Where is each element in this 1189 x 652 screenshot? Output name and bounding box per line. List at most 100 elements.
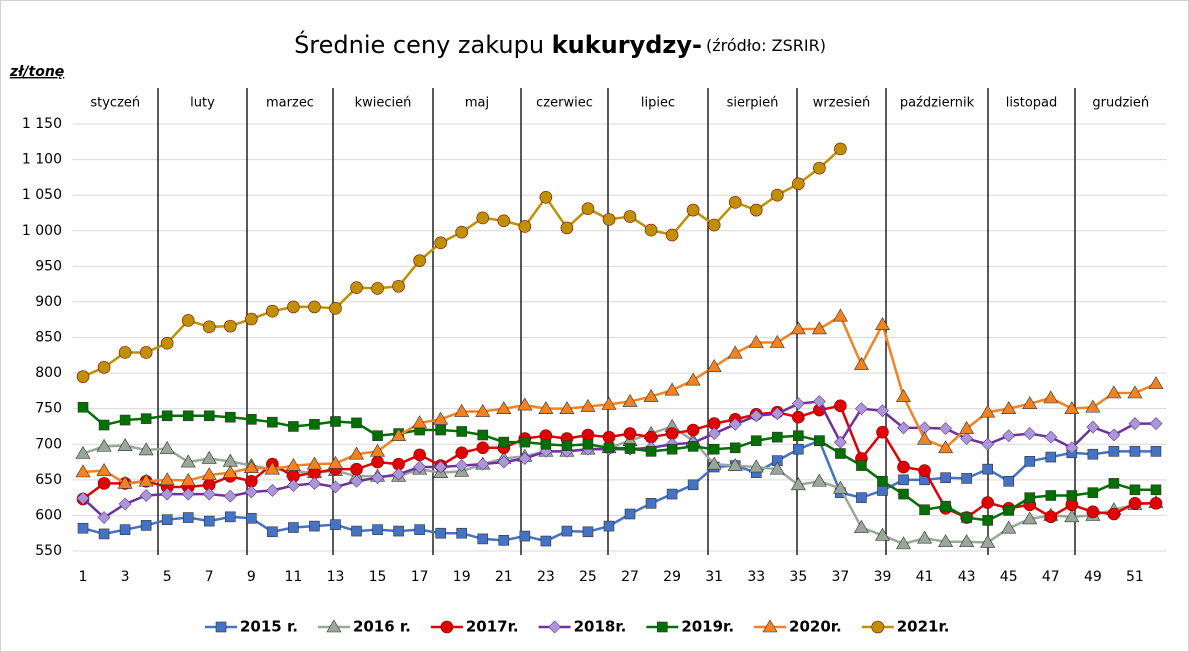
marker (476, 211, 490, 225)
marker (623, 210, 637, 223)
marker (1106, 385, 1122, 399)
marker (601, 396, 617, 410)
marker (918, 464, 931, 477)
marker (961, 473, 972, 484)
marker (792, 410, 805, 424)
marker (330, 416, 341, 427)
marker (434, 236, 447, 250)
x-tick-label: 19 (453, 569, 471, 585)
marker (476, 441, 490, 455)
marker (434, 460, 448, 474)
marker (538, 401, 554, 414)
marker (729, 442, 741, 454)
chart-title: Średnie ceny zakupu kukurydzy- (źródło: Z… (294, 29, 826, 59)
marker (1003, 475, 1015, 487)
marker (1087, 487, 1099, 498)
marker (728, 195, 742, 209)
marker (392, 467, 406, 481)
marker (391, 428, 407, 442)
series-line (82, 404, 1156, 519)
marker (666, 488, 678, 500)
marker (540, 438, 552, 450)
marker (898, 474, 909, 486)
marker (790, 477, 806, 491)
marker (793, 443, 804, 455)
marker (1023, 427, 1037, 440)
marker (834, 399, 847, 413)
y-tick-label: 700 (35, 436, 62, 452)
marker (897, 460, 910, 474)
marker (1085, 399, 1101, 413)
marker (981, 437, 995, 451)
marker (603, 442, 615, 454)
y-tick-label: 650 (35, 472, 62, 488)
title-main: Średnie ceny zakupu (294, 29, 552, 59)
marker (203, 515, 215, 527)
marker (833, 435, 847, 449)
marker (265, 484, 279, 497)
marker (811, 473, 827, 487)
marker (939, 422, 953, 436)
x-tick-label: 9 (247, 569, 256, 585)
marker (603, 520, 615, 532)
marker (203, 410, 215, 422)
month-label: sierpień (727, 96, 779, 111)
marker (351, 525, 362, 537)
x-tick-label: 41 (916, 569, 934, 585)
marker (350, 462, 363, 476)
marker (223, 319, 237, 333)
marker (1128, 417, 1142, 431)
marker (475, 403, 491, 417)
marker (853, 356, 869, 370)
marker (813, 161, 826, 175)
marker (665, 228, 679, 242)
series-line (82, 406, 1156, 522)
marker (856, 460, 867, 471)
marker (433, 411, 449, 425)
marker (117, 475, 133, 489)
marker (664, 382, 680, 396)
marker (159, 472, 175, 486)
legend-label: 2021r. (897, 618, 950, 636)
marker (686, 423, 700, 437)
marker (517, 397, 533, 411)
marker (117, 438, 133, 451)
marker (811, 321, 827, 335)
marker (266, 304, 279, 318)
marker (706, 359, 722, 372)
marker (372, 430, 383, 442)
marker (835, 448, 846, 459)
x-tick-label: 1 (79, 569, 88, 585)
marker (771, 431, 783, 443)
marker (750, 435, 762, 446)
marker (1022, 511, 1038, 525)
marker (118, 346, 132, 359)
title-bold: kukurydzy- (552, 31, 702, 59)
marker (329, 302, 342, 315)
marker (98, 419, 110, 431)
marker (560, 221, 574, 235)
marker (539, 191, 553, 204)
marker (76, 370, 90, 383)
marker (224, 411, 236, 423)
x-tick-label: 31 (705, 569, 723, 585)
x-tick-label: 15 (369, 569, 387, 585)
marker (160, 487, 174, 501)
marker (1044, 510, 1058, 524)
marker (727, 345, 743, 359)
marker (919, 504, 930, 516)
marker (1129, 484, 1141, 496)
marker (582, 438, 594, 450)
marker (435, 424, 446, 436)
marker (139, 489, 153, 502)
marker (580, 398, 596, 412)
marker (1086, 505, 1100, 519)
legend-item: 2020r. (754, 618, 842, 636)
marker (1108, 446, 1120, 457)
series (75, 308, 1164, 489)
marker (519, 436, 531, 448)
y-tick-label: 800 (35, 365, 62, 381)
marker (182, 410, 194, 422)
legend-item: 2016 r. (317, 618, 411, 636)
marker (687, 479, 699, 491)
